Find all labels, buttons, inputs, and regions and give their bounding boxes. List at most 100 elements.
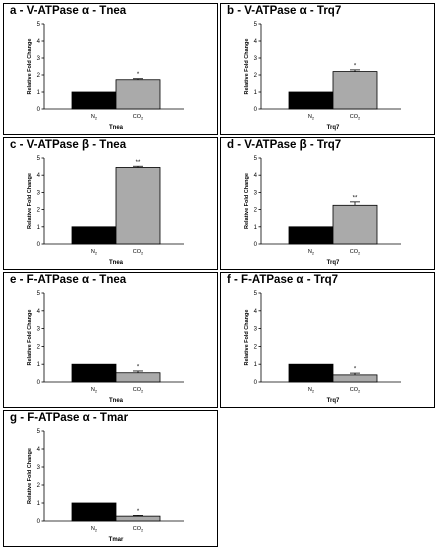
y-tick-label: 5 <box>254 22 258 28</box>
bar-co2 <box>332 204 378 245</box>
significance-marker: ** <box>136 160 141 166</box>
bar-chart-a: 0 1 2 3 4 5 Relative Fold Change N2 * CO2 Tnea <box>27 22 184 131</box>
y-tick-label: 0 <box>37 380 41 386</box>
category-label: CO2 <box>133 114 144 121</box>
y-tick-label: 2 <box>37 483 41 489</box>
y-tick-label: 1 <box>254 225 258 231</box>
category-label: N2 <box>308 114 315 121</box>
bar-chart-g: 0 1 2 3 4 5 Relative Fold Change N2 * CO2 Tmar <box>27 429 184 543</box>
y-tick-label: 5 <box>254 156 258 162</box>
y-tick-label: 5 <box>37 22 41 28</box>
x-axis-label: Trq7 <box>327 260 340 266</box>
x-axis-label: Tnea <box>109 260 124 266</box>
panel-c: c - V-ATPase β - Tnea 0 1 2 3 4 5 Relative Fol… <box>3 137 218 270</box>
x-axis-label: Trq7 <box>327 125 340 131</box>
category-label: CO2 <box>350 249 361 256</box>
panel-title: a - V-ATPase α - Tnea <box>10 5 127 17</box>
y-tick-label: 4 <box>37 173 41 179</box>
bar-chart-c: 0 1 2 3 4 5 Relative Fold Change N2 ** CO2 Tnea <box>27 156 184 266</box>
y-tick-label: 1 <box>254 90 258 96</box>
y-tick-label: 1 <box>37 225 41 231</box>
category-label: N2 <box>91 114 98 121</box>
x-axis-label: Tmar <box>109 537 124 543</box>
y-tick-label: 0 <box>254 242 258 248</box>
bar-chart-b: 0 1 2 3 4 5 Relative Fold Change N2 * CO2 Trq7 <box>244 22 401 131</box>
y-tick-label: 2 <box>37 73 41 79</box>
y-tick-label: 0 <box>254 380 258 386</box>
significance-marker: * <box>354 367 357 373</box>
panel-title: b - V-ATPase α - Trq7 <box>227 5 342 17</box>
category-label: CO2 <box>350 387 361 394</box>
y-tick-label: 3 <box>254 190 258 196</box>
y-tick-label: 0 <box>37 519 41 525</box>
bar-n2 <box>288 91 334 110</box>
y-tick-label: 3 <box>254 56 258 62</box>
y-axis-label: Relative Fold Change <box>27 310 33 366</box>
y-tick-label: 2 <box>254 73 258 79</box>
y-tick-label: 3 <box>254 327 258 333</box>
category-label: N2 <box>91 249 98 256</box>
panel-e: e - F-ATPase α - Tnea 0 1 2 3 4 5 Relative Fol… <box>3 272 218 408</box>
significance-marker: ** <box>353 195 358 201</box>
y-axis-label: Relative Fold Change <box>27 448 33 504</box>
panel-title: f - F-ATPase α - Trq7 <box>227 274 339 286</box>
y-tick-label: 4 <box>254 39 258 45</box>
y-axis-label: Relative Fold Change <box>244 173 250 229</box>
category-label: CO2 <box>133 249 144 256</box>
bar-n2 <box>71 91 117 110</box>
panel-title: c - V-ATPase β - Tnea <box>10 139 127 151</box>
y-tick-label: 2 <box>37 344 41 350</box>
y-axis-label: Relative Fold Change <box>244 310 250 366</box>
y-tick-label: 3 <box>37 327 41 333</box>
significance-marker: * <box>137 509 140 515</box>
y-tick-label: 1 <box>37 362 41 368</box>
bar-chart-f: 0 1 2 3 4 5 Relative Fold Change N2 * CO2 Trq7 <box>244 291 401 404</box>
category-label: N2 <box>91 387 98 394</box>
category-label: N2 <box>91 526 98 533</box>
bar-n2 <box>71 363 117 383</box>
category-label: CO2 <box>133 387 144 394</box>
y-tick-label: 4 <box>37 447 41 453</box>
significance-marker: * <box>137 72 140 78</box>
y-tick-label: 0 <box>37 107 41 113</box>
y-tick-label: 3 <box>37 56 41 62</box>
category-label: CO2 <box>133 526 144 533</box>
bar-n2 <box>288 363 334 383</box>
y-tick-label: 2 <box>254 344 258 350</box>
bar-co2 <box>115 167 161 245</box>
bar-co2 <box>115 79 161 110</box>
significance-marker: * <box>354 63 357 69</box>
y-tick-label: 5 <box>37 291 41 297</box>
y-tick-label: 2 <box>254 208 258 214</box>
panel-f: f - F-ATPase α - Trq7 0 1 2 3 4 5 Relative Fol… <box>220 272 435 408</box>
panel-title: g - F-ATPase α - Tmar <box>10 412 129 424</box>
bar-co2 <box>115 372 161 383</box>
y-tick-label: 3 <box>37 465 41 471</box>
bar-co2 <box>115 515 161 522</box>
y-tick-label: 1 <box>254 362 258 368</box>
x-axis-label: Tnea <box>109 125 124 131</box>
y-axis-label: Relative Fold Change <box>244 39 250 95</box>
y-axis-label: Relative Fold Change <box>27 39 33 95</box>
y-tick-label: 5 <box>37 429 41 435</box>
panel-g: g - F-ATPase α - Tmar 0 1 2 3 4 5 Relative Fol… <box>3 410 218 547</box>
y-tick-label: 5 <box>254 291 258 297</box>
panel-title: e - F-ATPase α - Tnea <box>10 274 127 286</box>
y-tick-label: 0 <box>37 242 41 248</box>
y-tick-label: 3 <box>37 190 41 196</box>
bar-chart-d: 0 1 2 3 4 5 Relative Fold Change N2 ** CO2 Trq7 <box>244 156 401 266</box>
panel-a: a - V-ATPase α - Tnea 0 1 2 3 4 5 Relative Fol… <box>3 3 218 135</box>
bar-n2 <box>71 226 117 245</box>
bar-n2 <box>288 226 334 245</box>
panel-d: d - V-ATPase β - Trq7 0 1 2 3 4 5 Relative Fol… <box>220 137 435 270</box>
y-tick-label: 4 <box>254 173 258 179</box>
panel-title: d - V-ATPase β - Trq7 <box>227 139 342 151</box>
category-label: N2 <box>308 249 315 256</box>
category-label: N2 <box>308 387 315 394</box>
bar-co2 <box>332 71 378 110</box>
y-tick-label: 5 <box>37 156 41 162</box>
y-tick-label: 1 <box>37 90 41 96</box>
y-tick-label: 1 <box>37 501 41 507</box>
x-axis-label: Tnea <box>109 398 124 404</box>
bar-n2 <box>71 502 117 522</box>
